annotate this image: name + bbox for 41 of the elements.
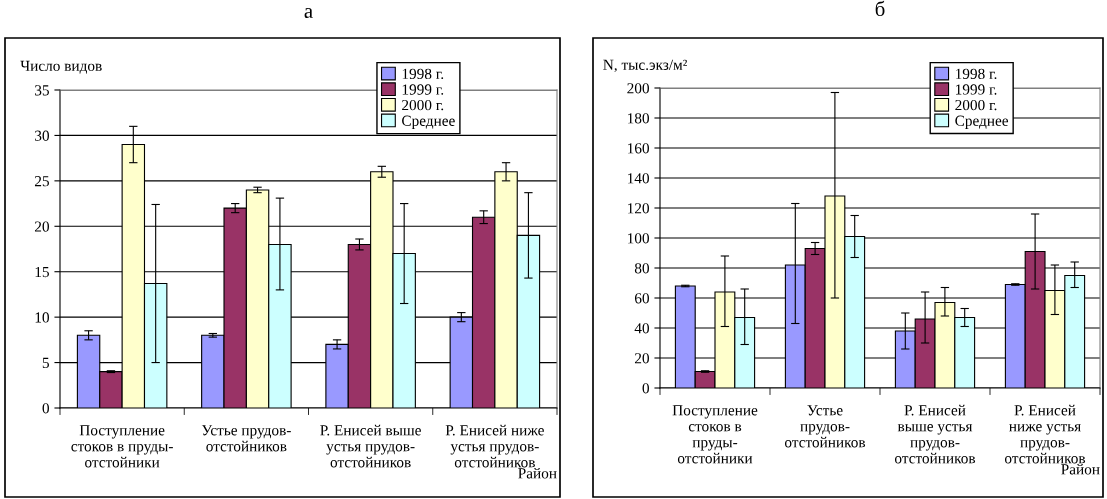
x-axis-title: Район: [518, 467, 557, 479]
chart-title: а: [304, 8, 313, 18]
legend-label: Среднее: [955, 115, 1009, 129]
x-tick-label: Р. Енисей ниже устья прудов- отстойников: [445, 424, 544, 468]
y-tick-label: 180: [628, 113, 649, 124]
x-tick-label: Р. Енисей ниже устья прудов- отстойников: [1004, 404, 1086, 464]
y-tick-label: 140: [628, 173, 649, 184]
y-tick-label: 100: [628, 233, 649, 244]
y-tick-label: 80: [634, 263, 649, 274]
legend-label: Среднее: [402, 115, 455, 129]
x-tick-label: Устье прудов- отстойников: [784, 405, 866, 448]
y-axis-title: Число видов: [20, 60, 102, 74]
x-tick-label: Устье прудов- отстойников: [201, 425, 291, 452]
y-tick-label: 200: [627, 83, 649, 94]
y-tick-label: 10: [35, 312, 49, 323]
legend-label: 1999 г.: [402, 84, 444, 95]
y-axis-title: N, тыс.экз/м²: [603, 59, 687, 73]
y-tick-label: 20: [634, 353, 649, 364]
y-tick-label: 40: [634, 323, 649, 334]
y-tick-label: 20: [34, 221, 49, 232]
legend-label: 1998 г.: [956, 68, 997, 80]
y-tick-label: 15: [35, 266, 49, 278]
y-tick-label: 60: [634, 293, 649, 304]
legend-label: 1998 г.: [402, 68, 444, 80]
y-tick-label: 160: [628, 143, 649, 154]
y-tick-label: 30: [35, 130, 49, 141]
legend-label: 2000 г.: [955, 99, 997, 111]
x-tick-label: Поступление стоков в пруды- отстойники: [672, 405, 758, 464]
chart-title: б: [875, 0, 885, 16]
y-tick-label: 25: [34, 176, 49, 187]
legend-label: 2000 г.: [402, 99, 444, 111]
x-tick-label: Р. Енисей выше устья прудов- отстойников: [320, 424, 421, 468]
y-tick-label: 120: [628, 203, 649, 214]
y-tick-label: 35: [35, 85, 49, 96]
y-tick-label: 0: [642, 383, 649, 394]
y-tick-label: 0: [42, 403, 49, 414]
x-tick-label: Поступление стоков в пруды- отстойники: [71, 425, 173, 468]
y-tick-label: 5: [42, 357, 49, 369]
legend-label: 1999 г.: [956, 84, 997, 95]
x-axis-title: Район: [1061, 463, 1100, 475]
x-tick-label: Р. Енисей выше устья прудов- отстойников: [894, 404, 976, 464]
